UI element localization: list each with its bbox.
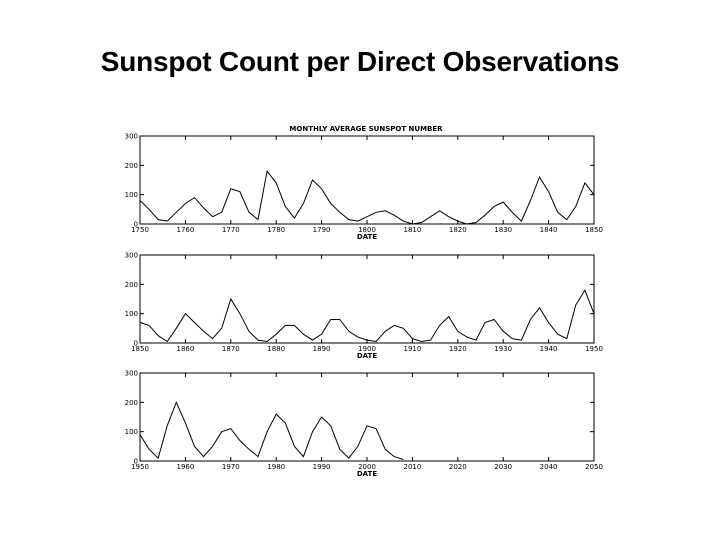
x-tick-label: 1800 bbox=[358, 226, 376, 234]
x-tick-label: 1790 bbox=[313, 226, 331, 234]
chart-panels: 0 100 200 300 1750 1760 1770 1780 1790 1800 1810 18… bbox=[125, 133, 603, 479]
x-tick-label: 1820 bbox=[449, 226, 467, 234]
y-tick-label: 0 bbox=[134, 340, 138, 348]
x-tick-label: 2040 bbox=[540, 463, 558, 471]
panel-2: 0 100 200 300 1850 1860 1870 1880 1890 1900 1910 19… bbox=[125, 252, 603, 361]
y-tick-label: 100 bbox=[125, 191, 138, 199]
x-tick-label: 1910 bbox=[403, 345, 421, 353]
x-tick-label: 1760 bbox=[176, 226, 194, 234]
x-tick-label: 1900 bbox=[358, 345, 376, 353]
y-tick-label: 200 bbox=[125, 399, 138, 407]
x-tick-label: 1810 bbox=[403, 226, 421, 234]
x-tick-label: 2030 bbox=[494, 463, 512, 471]
x-tick-label: 1780 bbox=[267, 226, 285, 234]
x-tick-label: 1940 bbox=[540, 345, 558, 353]
x-tick-label: 1750 bbox=[131, 226, 149, 234]
x-axis-label: DATE bbox=[357, 352, 377, 360]
y-tick-label: 100 bbox=[125, 310, 138, 318]
y-tick-label: 0 bbox=[134, 458, 138, 466]
x-tick-label: 1840 bbox=[540, 226, 558, 234]
x-tick-label: 2010 bbox=[403, 463, 421, 471]
x-tick-label: 2050 bbox=[585, 463, 603, 471]
x-tick-label: 1950 bbox=[131, 463, 149, 471]
x-tick-label: 1880 bbox=[267, 345, 285, 353]
x-tick-label: 1830 bbox=[494, 226, 512, 234]
x-tick-label: 1890 bbox=[313, 345, 331, 353]
sunspot-series-line bbox=[139, 170, 595, 225]
x-axis-label: DATE bbox=[357, 233, 377, 241]
x-tick-label: 1920 bbox=[449, 345, 467, 353]
sunspot-series-line bbox=[139, 289, 595, 343]
panel-1: 0 100 200 300 1750 1760 1770 1780 1790 1800 1810 18… bbox=[125, 133, 603, 242]
x-tick-label: 1850 bbox=[131, 345, 149, 353]
y-tick-label: 300 bbox=[125, 370, 138, 378]
y-tick-label: 0 bbox=[134, 221, 138, 229]
y-tick-label: 100 bbox=[125, 428, 138, 436]
x-tick-label: 2020 bbox=[449, 463, 467, 471]
x-tick-label: 1860 bbox=[176, 345, 194, 353]
panel-3: 0 100 200 300 1950 1960 1970 1980 1990 2000 2010 20… bbox=[125, 370, 603, 479]
sunspot-series-line bbox=[139, 400, 404, 460]
x-tick-label: 1970 bbox=[222, 463, 240, 471]
x-axis-label: DATE bbox=[357, 470, 377, 478]
x-tick-label: 2000 bbox=[358, 463, 376, 471]
x-tick-label: 1980 bbox=[267, 463, 285, 471]
x-tick-label: 1990 bbox=[313, 463, 331, 471]
y-tick-label: 300 bbox=[125, 133, 138, 141]
x-tick-label: 1870 bbox=[222, 345, 240, 353]
x-tick-label: 1930 bbox=[494, 345, 512, 353]
y-tick-label: 200 bbox=[125, 281, 138, 289]
chart-title: MONTHLY AVERAGE SUNSPOT NUMBER bbox=[289, 125, 443, 133]
panel-frame bbox=[139, 372, 595, 462]
x-tick-label: 1960 bbox=[176, 463, 194, 471]
x-tick-label: 1950 bbox=[585, 345, 603, 353]
x-tick-label: 1770 bbox=[222, 226, 240, 234]
slide-title: Sunspot Count per Direct Observations bbox=[100, 46, 620, 77]
x-tick-label: 1850 bbox=[585, 226, 603, 234]
y-tick-label: 300 bbox=[125, 252, 138, 260]
y-tick-label: 200 bbox=[125, 162, 138, 170]
